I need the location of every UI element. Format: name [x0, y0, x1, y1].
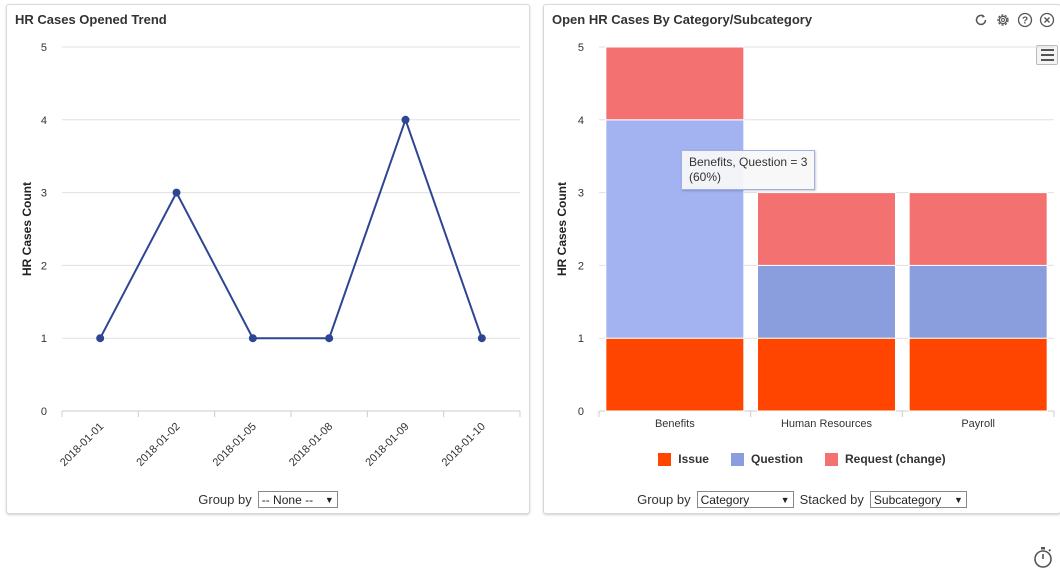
y-tick-label: 5 — [578, 42, 584, 54]
data-point — [172, 188, 181, 197]
x-tick-label: Benefits — [655, 418, 695, 430]
chart-legend: Issue Question Request (change) — [544, 452, 1060, 466]
legend-swatch — [730, 452, 744, 466]
y-tick-label: 0 — [578, 406, 584, 418]
tooltip-line2: (60%) — [689, 170, 722, 184]
bar-segment[interactable] — [757, 192, 896, 266]
tooltip-line1: Benefits, Question = 3 — [689, 155, 808, 169]
y-tick-label: 5 — [41, 42, 47, 54]
bar-segment[interactable] — [605, 337, 745, 412]
x-tick-label: 2018-01-05 — [211, 421, 259, 469]
y-tick-label: 1 — [578, 333, 584, 345]
y-axis-label: HR Cases Count — [20, 182, 34, 276]
data-point — [477, 334, 486, 343]
legend-label: Request (change) — [845, 452, 946, 466]
series-line — [99, 116, 483, 340]
x-tick-label: Payroll — [961, 418, 995, 430]
group-by-select[interactable]: Category ▼ — [696, 491, 794, 508]
data-point — [401, 115, 410, 124]
widget-title: HR Cases Opened Trend — [15, 12, 167, 27]
y-axis-label: HR Cases Count — [555, 182, 569, 276]
dropdown-arrow-icon: ▼ — [324, 494, 334, 505]
refresh-icon[interactable] — [972, 11, 990, 29]
data-point — [96, 334, 105, 343]
hamburger-icon — [1040, 49, 1054, 51]
dropdown-arrow-icon: ▼ — [780, 494, 790, 505]
stacked-by-value: Subcategory — [873, 492, 942, 507]
group-by-value: -- None -- — [261, 492, 314, 507]
y-tick-label: 4 — [578, 115, 584, 127]
y-tick-label: 2 — [578, 260, 584, 272]
svg-text:?: ? — [1022, 16, 1028, 27]
y-tick-label: 0 — [41, 406, 47, 418]
stacked-bar-chart: 0 1 2 3 4 5 HR Cases Count Benefits Human Resour… — [555, 42, 1055, 430]
stacked-by-select[interactable]: Subcategory ▼ — [869, 491, 967, 508]
bar-segment[interactable] — [908, 192, 1048, 266]
group-by-label: Group by — [637, 492, 691, 507]
x-tick-label: 2018-01-09 — [363, 421, 411, 469]
legend-label: Issue — [678, 452, 709, 466]
y-tick-label: 2 — [41, 260, 47, 272]
bar-segment[interactable] — [757, 264, 896, 339]
dropdown-arrow-icon: ▼ — [953, 494, 963, 505]
help-icon[interactable]: ? — [1016, 11, 1034, 29]
stopwatch-icon[interactable] — [1032, 545, 1054, 569]
y-tick-label: 4 — [41, 115, 47, 127]
y-tick-label: 1 — [41, 333, 47, 345]
bar-segment[interactable] — [605, 46, 745, 121]
x-tick-label: 2018-01-02 — [134, 421, 182, 469]
legend-swatch — [658, 452, 672, 466]
line-chart: 0 1 2 3 4 5 HR Cases Count 2018-01-01 2018-01-02… — [20, 42, 521, 469]
hr-cases-by-category-widget: Open HR Cases By Category/Subcategory ? … — [543, 4, 1060, 514]
data-point — [248, 334, 257, 343]
chart-menu-button[interactable] — [1036, 45, 1058, 65]
group-by-select[interactable]: -- None -- ▼ — [257, 491, 338, 508]
legend-item[interactable]: Request (change) — [825, 452, 946, 466]
data-point — [325, 334, 334, 343]
close-icon[interactable] — [1038, 11, 1056, 29]
stacked-by-label: Stacked by — [799, 492, 864, 507]
y-tick-label: 3 — [578, 188, 584, 200]
group-by-value: Category — [700, 492, 750, 507]
gear-icon[interactable] — [994, 11, 1012, 29]
hr-cases-trend-widget: HR Cases Opened Trend 0 1 2 3 4 5 HR Cases Cou… — [6, 4, 530, 514]
x-tick-label: 2018-01-10 — [440, 421, 488, 469]
group-by-label: Group by — [198, 492, 252, 507]
legend-swatch — [825, 452, 838, 466]
legend-item[interactable]: Issue — [658, 452, 709, 466]
right-controls: Group by Category ▼ Stacked by Subcatego… — [544, 491, 1060, 508]
x-tick-label: Human Resources — [781, 418, 873, 430]
left-controls: Group by -- None -- ▼ — [7, 491, 529, 508]
bar-segment[interactable] — [757, 337, 896, 412]
widget-title: Open HR Cases By Category/Subcategory — [552, 12, 813, 27]
widget-toolbar: ? — [972, 11, 1056, 29]
y-tick-label: 3 — [41, 188, 47, 200]
x-tick-label: 2018-01-01 — [58, 421, 106, 469]
bar-segment[interactable] — [908, 337, 1048, 412]
chart-tooltip: Benefits, Question = 3 (60%) — [681, 150, 816, 190]
legend-label: Question — [750, 452, 803, 466]
legend-item[interactable]: Question — [730, 452, 803, 466]
x-tick-label: 2018-01-08 — [287, 421, 335, 469]
bar-segment[interactable] — [908, 264, 1048, 339]
